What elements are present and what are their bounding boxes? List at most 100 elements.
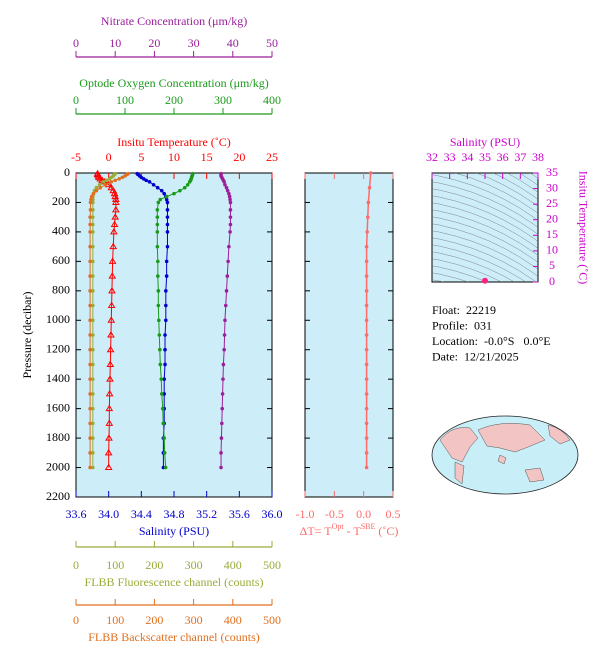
info-line: Date: 12/21/2025 [432,349,519,363]
x-axis-title: Salinity (PSU) [450,135,520,149]
contour-line [432,174,538,221]
data-point [228,208,233,212]
data-point [104,463,113,471]
data-point [91,392,95,396]
data-point [163,333,167,337]
map-land [547,424,571,445]
data-point [88,465,92,470]
data-point [88,347,92,352]
data-point [364,318,369,323]
x-axis-title-part: - T [344,524,362,538]
data-point [364,333,369,337]
data-point [94,185,99,190]
data-point [364,451,369,455]
tick-label: 300 [185,558,203,572]
data-point [91,215,95,219]
data-point [88,274,92,278]
data-point [91,451,95,455]
data-point [88,200,93,205]
data-point [105,389,114,397]
tick-label: 35.2 [196,507,217,521]
data-point [91,244,95,249]
data-point [159,188,164,193]
data-point [98,185,103,190]
data-point [108,272,117,279]
data-point [219,465,223,470]
data-point [91,465,95,470]
data-point [165,230,170,234]
data-point [88,406,92,411]
data-point [113,178,117,183]
tick-label: 33.6 [66,507,87,521]
contour-line [432,188,538,235]
data-point [367,185,372,190]
tick-label: 32 [426,150,438,164]
contour-line [432,202,538,249]
data-point [164,259,169,264]
data-point [165,244,170,249]
data-point [91,303,95,308]
tick-label: 500 [263,558,281,572]
data-point [91,347,95,352]
data-point [162,436,166,440]
data-point [365,215,370,219]
data-point [165,200,170,205]
data-point [364,436,369,440]
map-land [439,427,479,463]
data-point [224,289,229,293]
data-point [144,178,149,183]
data-point [88,392,92,396]
y-tick-label: 20 [546,211,558,225]
contour-line [432,237,537,282]
data-point [225,274,230,278]
y-tick-label: 1200 [46,341,70,355]
data-point [364,406,369,411]
data-point [228,222,233,227]
contour-line [530,173,538,179]
world-map [431,415,579,495]
data-point [108,257,117,264]
data-point [107,301,116,309]
contour-line [432,279,445,282]
data-point [155,222,160,227]
tick-label: 35.6 [229,507,250,521]
data-point [88,377,92,381]
tick-label: 15 [201,150,213,164]
tick-label: 100 [106,613,124,627]
data-point [224,185,229,190]
contour-line [432,272,469,282]
data-point [157,318,161,323]
data-point [220,406,225,411]
data-point [91,362,95,367]
data-point [220,421,224,426]
tick-label: 400 [224,558,242,572]
data-point [156,289,161,293]
data-point [222,347,226,352]
data-point [182,185,187,190]
tick-label: 35 [479,150,491,164]
data-point [158,362,163,367]
data-point [89,194,94,199]
data-point [156,303,161,308]
info-line: Profile: 031 [432,318,492,332]
data-point [222,333,227,337]
data-point [94,188,99,193]
tick-label: -5 [71,150,81,164]
data-point [221,377,225,381]
tick-label: 500 [263,613,281,627]
tick-label: 37 [514,150,526,164]
data-point [364,377,369,381]
data-point [368,171,373,175]
data-point [107,177,112,181]
data-point [89,197,93,202]
data-point [109,242,118,250]
tick-label: 34.4 [131,507,152,521]
data-point [91,318,95,323]
tick-label: 0 [73,558,79,572]
axis-title: FLBB Backscatter channel (counts) [88,630,260,644]
data-point [165,222,170,227]
data-point [158,197,163,202]
y-tick-label: 1600 [46,400,70,414]
data-point [227,191,231,196]
tick-label: 200 [165,93,183,107]
